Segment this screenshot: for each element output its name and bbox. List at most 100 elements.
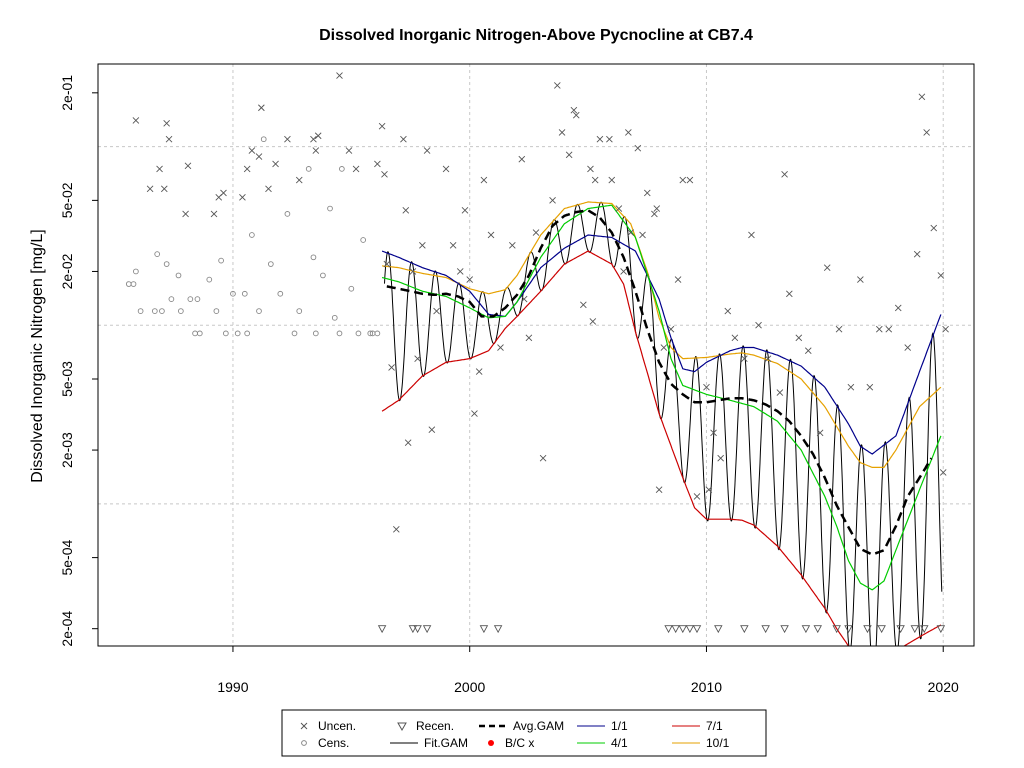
uncensored-point-73 (667, 325, 675, 333)
censored-point-9 (187, 296, 194, 302)
uncensored-point-100 (894, 304, 902, 312)
y-tick-label-0: 2e-04 (59, 611, 75, 647)
recensored-point-13 (761, 625, 770, 634)
censored-point-17 (241, 290, 248, 297)
censored-point-38 (244, 330, 251, 337)
y-tick-label-1: 5e-04 (59, 539, 75, 575)
censored-point-31 (348, 285, 355, 292)
recensored-point-0 (377, 625, 387, 634)
uncensored-point-3 (160, 185, 168, 193)
uncensored-point-108 (942, 325, 949, 333)
legend-symbol-bc (488, 740, 494, 746)
censored-point-12 (206, 276, 213, 283)
series-fit-gam (384, 201, 943, 646)
censored-point-14 (218, 257, 224, 264)
uncensored-point-39 (449, 242, 457, 249)
uncensored-point-69 (643, 189, 651, 197)
censored-point-44 (374, 330, 381, 337)
series-7-1 (381, 250, 942, 646)
series-layer (381, 201, 943, 646)
censored-point-0 (125, 281, 132, 287)
uncensored-point-43 (471, 410, 478, 417)
uncensored-point-77 (693, 493, 701, 500)
uncensored-point-50 (525, 334, 533, 342)
censored-point-35 (159, 308, 165, 314)
censored-point-7 (175, 272, 182, 279)
censored-point-15 (230, 290, 236, 297)
censored-point-16 (234, 330, 241, 337)
uncensored-point-70 (651, 210, 658, 218)
uncensored-point-115 (428, 426, 436, 434)
uncensored-point-68 (639, 231, 646, 239)
uncensored-point-8 (210, 210, 218, 218)
recensored-point-18 (844, 625, 853, 634)
uncensored-point-40 (456, 268, 464, 275)
legend-item-8: 7/1 (672, 719, 723, 733)
censored-point-42 (355, 330, 362, 337)
x-tick-label-1: 2000 (454, 679, 485, 695)
uncensored-point-84 (741, 355, 748, 362)
recensored-point-20 (877, 625, 886, 634)
uncensored-point-109 (553, 82, 561, 89)
uncensored-point-5 (165, 135, 173, 143)
uncensored-point-104 (923, 129, 930, 136)
recensored-point-3 (422, 625, 432, 634)
y-tick-label-6: 2e-01 (59, 75, 75, 111)
y-tick-label-4: 2e-02 (59, 253, 75, 289)
uncensored-point-38 (442, 165, 450, 173)
uncensored-point-24 (345, 147, 353, 154)
uncensored-point-34 (414, 355, 421, 362)
recensored-point-7 (671, 625, 680, 634)
y-axis: 2e-04 5e-04 2e-03 5e-03 2e-02 5e-02 2e-01 (59, 75, 98, 647)
censored-point-2 (133, 268, 139, 275)
recensored-point-5 (493, 625, 503, 634)
uncensored-point-113 (392, 526, 400, 533)
censored-point-25 (305, 166, 312, 172)
censored-point-24 (296, 308, 303, 314)
uncensored-point-98 (875, 325, 883, 333)
uncensored-point-19 (295, 176, 303, 184)
series-10-1 (382, 201, 942, 468)
censored-point-28 (327, 205, 333, 212)
uncensored-point-64 (615, 205, 623, 212)
legend-item-1: Cens. (301, 736, 349, 750)
uncensored-point-47 (497, 344, 504, 351)
uncensored-point-101 (904, 344, 912, 351)
censored-point-11 (194, 296, 201, 302)
legend-label-2: Recen. (416, 719, 454, 733)
uncensored-point-20 (310, 135, 317, 143)
legend-item-5: B/C x (488, 736, 534, 750)
uncensored-point-66 (627, 229, 635, 236)
recensored-point-17 (832, 625, 841, 634)
uncensored-point-74 (674, 276, 682, 283)
censored-point-19 (256, 308, 262, 314)
recensored-point-9 (685, 625, 695, 634)
recensored-point-23 (920, 625, 929, 634)
plot-frame (97, 63, 975, 647)
uncensored-point-105 (930, 224, 938, 232)
recensored-point-22 (910, 625, 920, 634)
censored-point-23 (284, 211, 291, 217)
recensored-point-8 (678, 625, 688, 634)
recensored-point-4 (479, 625, 489, 634)
x-tick-label-0: 1990 (217, 679, 248, 695)
legend-label-3: Fit.GAM (424, 736, 468, 750)
uncensored-point-35 (419, 242, 426, 249)
uncensored-point-99 (885, 325, 893, 333)
legend-item-0: Uncen. (300, 719, 356, 733)
censored-point-30 (339, 166, 345, 172)
uncensored-point-93 (823, 264, 831, 271)
uncensored-point-67 (634, 144, 642, 152)
uncensored-point-11 (239, 194, 246, 201)
uncensored-point-1 (146, 185, 154, 193)
censored-point-10 (192, 330, 198, 337)
censored-point-18 (249, 232, 255, 238)
legend-item-2: Recen. (397, 719, 454, 733)
censored-point-33 (367, 330, 374, 337)
series-4-1 (381, 204, 942, 591)
legend-label-4: Avg.GAM (513, 719, 564, 733)
censored-point-3 (151, 308, 158, 314)
legend-label-5: B/C x (505, 736, 534, 750)
uncensored-point-45 (480, 176, 488, 184)
